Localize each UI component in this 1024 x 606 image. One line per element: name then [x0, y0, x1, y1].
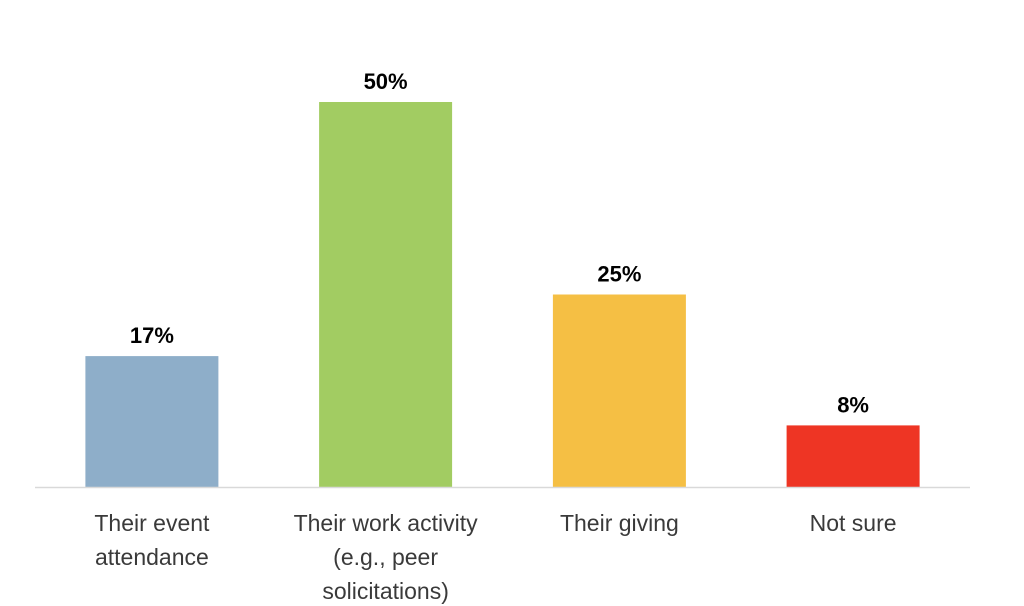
bar-1: [319, 102, 453, 487]
category-label-line: Their event: [94, 510, 210, 536]
bar-0: [85, 356, 219, 487]
category-label-1: Their work activity (e.g., peer solicitati…: [294, 510, 479, 604]
category-labels-group: Their event attendance Their work activity…: [94, 510, 896, 604]
category-label-0: Their event attendance: [94, 510, 210, 570]
bars-group: [85, 102, 920, 487]
category-label-line: Their giving: [560, 510, 679, 536]
category-label-line: attendance: [95, 544, 209, 570]
category-label-3: Not sure: [810, 510, 897, 536]
value-labels-group: 17% 50% 25% 8%: [130, 69, 869, 417]
data-label-2: 25%: [597, 262, 641, 287]
bar-2: [552, 294, 686, 487]
data-label-1: 50%: [364, 69, 408, 94]
bar-3: [786, 425, 920, 487]
category-label-line: Their work activity: [294, 510, 479, 536]
category-label-2: Their giving: [560, 510, 679, 536]
category-label-line: Not sure: [810, 510, 897, 536]
data-label-0: 17%: [130, 323, 174, 348]
data-label-3: 8%: [837, 392, 869, 417]
category-label-line: solicitations): [322, 578, 449, 604]
category-label-line: (e.g., peer: [333, 544, 438, 570]
